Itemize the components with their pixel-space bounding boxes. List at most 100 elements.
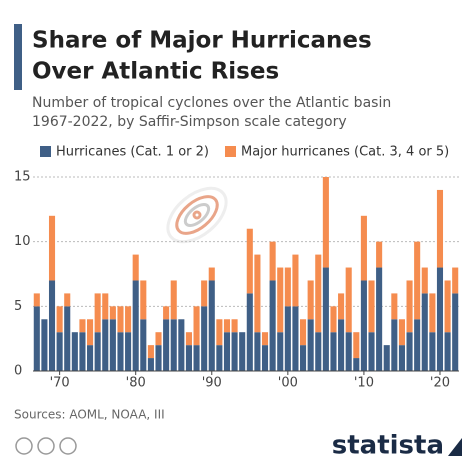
bar-segment [406, 332, 413, 371]
bar-segment [163, 319, 170, 371]
bar-segment [87, 319, 94, 346]
bar-segment [345, 332, 352, 371]
bar-segment [429, 332, 436, 371]
bar-segment [391, 293, 398, 320]
bar-segment [261, 332, 269, 346]
bar-segment [208, 280, 215, 371]
bar-segment [163, 306, 170, 320]
bar-segment [300, 319, 307, 346]
bar-segment [33, 293, 40, 307]
bar-segment [64, 306, 71, 371]
bar-segment [360, 280, 367, 371]
y-tick-label: 15 [14, 170, 31, 185]
bar-segment [246, 228, 253, 294]
x-tick-label: '20 [430, 376, 450, 391]
bar-segment [239, 332, 246, 371]
bar-segment [185, 345, 192, 371]
bar-segment [414, 319, 421, 371]
bar-segment [429, 293, 436, 333]
bar-segment [216, 319, 223, 346]
chart-subtitle: 1967-2022, by Saffir-Simpson scale categ… [32, 114, 347, 130]
x-tick-label: '70 [50, 376, 70, 391]
bar-segment [33, 306, 40, 371]
legend-label: Major hurricanes (Cat. 3, 4 or 5) [241, 145, 449, 160]
chart-title: Over Atlantic Rises [32, 59, 279, 85]
y-tick-label: 5 [14, 299, 22, 314]
legend-swatch [225, 146, 236, 157]
legend-label: Hurricanes (Cat. 1 or 2) [56, 145, 209, 160]
bar-segment [261, 345, 269, 371]
bar-segment [201, 306, 208, 371]
bar-segment [322, 267, 329, 371]
legend-swatch [40, 146, 51, 157]
bar-segment [307, 319, 314, 371]
bar-segment [140, 319, 147, 371]
bar-segment [353, 358, 360, 371]
bar-segment [452, 293, 459, 371]
x-tick-label: '00 [278, 376, 298, 391]
bar-segment [223, 319, 231, 333]
bar-segment [64, 293, 71, 307]
bar-segment [71, 332, 78, 371]
x-tick-label: '10 [354, 376, 374, 391]
bar-segment [41, 319, 48, 371]
bar-segment [94, 332, 101, 371]
bar-segment [292, 254, 299, 307]
bar-segment [170, 280, 177, 320]
bar-segment [277, 267, 284, 333]
bar-segment [322, 177, 329, 268]
bar-segment [155, 332, 162, 346]
bar-segment [109, 306, 116, 320]
y-tick-label: 10 [14, 234, 31, 249]
license-icons [15, 437, 77, 455]
bar-segment [117, 332, 124, 371]
bar-segment [178, 319, 185, 371]
bar-segment [125, 306, 132, 333]
bar-segment [132, 254, 139, 281]
bar-segment [284, 267, 291, 307]
bar-segment [208, 267, 215, 281]
bar-segment [102, 293, 109, 320]
bar-segment [269, 280, 276, 371]
bar-segment [155, 345, 162, 371]
brand-mark [448, 438, 462, 456]
bar-segment [398, 345, 405, 371]
bar-segment [414, 241, 421, 320]
bar-segment [338, 319, 345, 371]
bar-segment [79, 332, 86, 371]
bar-segment [452, 267, 459, 294]
title-accent [14, 24, 22, 90]
bar-segment [436, 267, 444, 371]
bar-segment [125, 332, 132, 371]
chart-subtitle: Number of tropical cyclones over the Atl… [32, 95, 391, 111]
bar-segment [87, 345, 94, 371]
bar-segment [269, 241, 276, 281]
bar-segment [246, 293, 253, 371]
bar-segment [368, 332, 375, 371]
bar-segment [307, 280, 314, 320]
bar-segment [48, 215, 56, 281]
bar-segment [353, 332, 360, 359]
x-tick-label: '80 [126, 376, 146, 391]
bar-segment [140, 280, 147, 320]
bar-segment [147, 358, 154, 371]
bar-segment [216, 345, 223, 371]
bar-segment [368, 280, 375, 333]
bar-segment [376, 267, 383, 371]
bar-segment [383, 345, 390, 371]
bar-segment [284, 306, 291, 371]
bar-segment [292, 306, 299, 371]
bar-segment [277, 332, 284, 371]
bar-segment [231, 319, 238, 333]
bar-segment [254, 254, 261, 333]
bar-segment [300, 345, 307, 371]
x-tick-label: '90 [202, 376, 222, 391]
hurricane-icon [166, 186, 228, 244]
bar-segment [376, 241, 383, 268]
bar-segment [231, 332, 238, 371]
bar-segment [201, 280, 208, 307]
bar-segment [254, 332, 261, 371]
bar-segment [193, 345, 200, 371]
bar-segment [360, 215, 367, 281]
